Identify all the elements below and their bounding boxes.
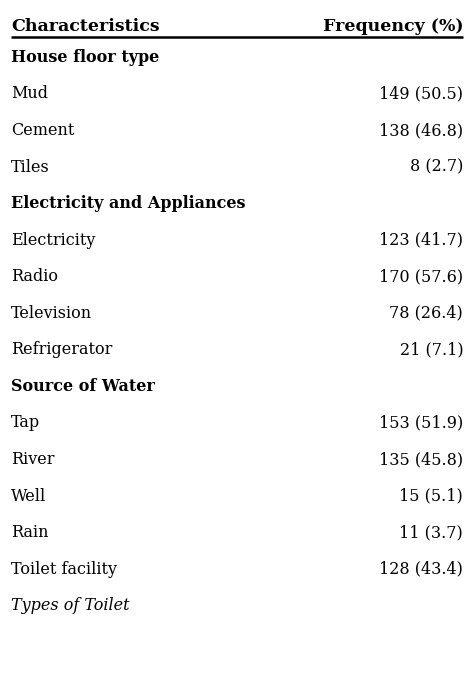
Text: 138 (46.8): 138 (46.8) — [379, 122, 463, 139]
Text: Frequency (%): Frequency (%) — [323, 18, 463, 35]
Text: 11 (3.7): 11 (3.7) — [400, 524, 463, 541]
Text: River: River — [11, 451, 55, 468]
Text: Rain: Rain — [11, 524, 48, 541]
Text: 8 (2.7): 8 (2.7) — [410, 158, 463, 175]
Text: Tiles: Tiles — [11, 158, 50, 175]
Text: Television: Television — [11, 305, 92, 322]
Text: 135 (45.8): 135 (45.8) — [379, 451, 463, 468]
Text: 128 (43.4): 128 (43.4) — [379, 561, 463, 578]
Text: Refrigerator: Refrigerator — [11, 341, 112, 358]
Text: Well: Well — [11, 488, 46, 505]
Text: 78 (26.4): 78 (26.4) — [390, 305, 463, 322]
Text: 123 (41.7): 123 (41.7) — [379, 232, 463, 249]
Text: 21 (7.1): 21 (7.1) — [400, 341, 463, 358]
Text: Characteristics: Characteristics — [11, 18, 159, 35]
Text: Toilet facility: Toilet facility — [11, 561, 117, 578]
Text: 15 (5.1): 15 (5.1) — [400, 488, 463, 505]
Text: 153 (51.9): 153 (51.9) — [379, 415, 463, 432]
Text: Electricity and Appliances: Electricity and Appliances — [11, 195, 246, 212]
Text: House floor type: House floor type — [11, 49, 159, 66]
Text: 170 (57.6): 170 (57.6) — [379, 268, 463, 285]
Text: Mud: Mud — [11, 86, 48, 103]
Text: Radio: Radio — [11, 268, 58, 285]
Text: Types of Toilet: Types of Toilet — [11, 597, 129, 614]
Text: 149 (50.5): 149 (50.5) — [379, 86, 463, 103]
Text: Source of Water: Source of Water — [11, 378, 155, 395]
Text: Tap: Tap — [11, 415, 40, 432]
Text: Cement: Cement — [11, 122, 74, 139]
Text: Electricity: Electricity — [11, 232, 95, 249]
